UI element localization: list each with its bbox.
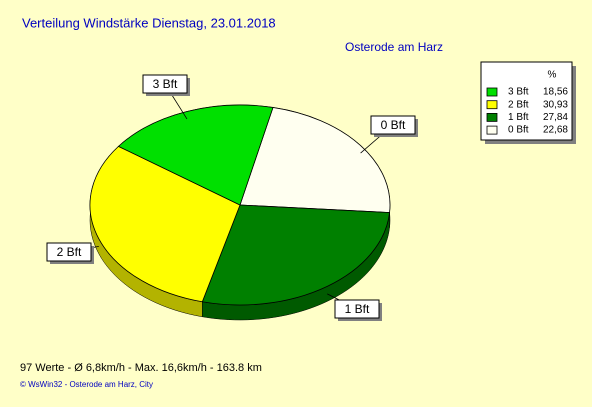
- chart-subtitle: Osterode am Harz: [345, 40, 443, 54]
- legend-header: %: [548, 70, 557, 81]
- footer-stats: 97 Werte - Ø 6,8km/h - Max. 16,6km/h - 1…: [20, 362, 262, 374]
- footer-credit: © WsWin32 - Osterode am Harz, City: [20, 380, 153, 389]
- legend-value: 30,93: [543, 99, 568, 110]
- chart-title: Verteilung Windstärke Dienstag, 23.01.20…: [22, 15, 276, 30]
- slice: [89, 145, 241, 303]
- legend-label: 1 Bft: [508, 112, 529, 123]
- slice-label: 0 Bft: [381, 118, 406, 132]
- label-box: [142, 74, 188, 94]
- legend-swatch: [486, 100, 498, 110]
- slice: [201, 204, 391, 306]
- legend-label: 2 Bft: [508, 99, 529, 110]
- legend-swatch: [486, 113, 498, 122]
- legend-value: 27,84: [543, 112, 568, 123]
- slice-label: 1 Bft: [345, 302, 370, 316]
- slice-label: 2 Bft: [57, 245, 82, 259]
- label-box: [334, 299, 380, 319]
- legend-label: 0 Bft: [508, 125, 529, 136]
- slice-label: 3 Bft: [153, 77, 178, 91]
- legend-value: 18,56: [543, 87, 568, 98]
- slice: [117, 104, 274, 206]
- legend-swatch: [486, 125, 498, 135]
- legend-value: 22,68: [543, 125, 568, 136]
- label-box: [46, 242, 92, 262]
- legend-label: 3 Bft: [508, 87, 529, 98]
- label-box: [370, 115, 416, 135]
- legend-swatch: [486, 87, 498, 97]
- slice: [239, 107, 391, 213]
